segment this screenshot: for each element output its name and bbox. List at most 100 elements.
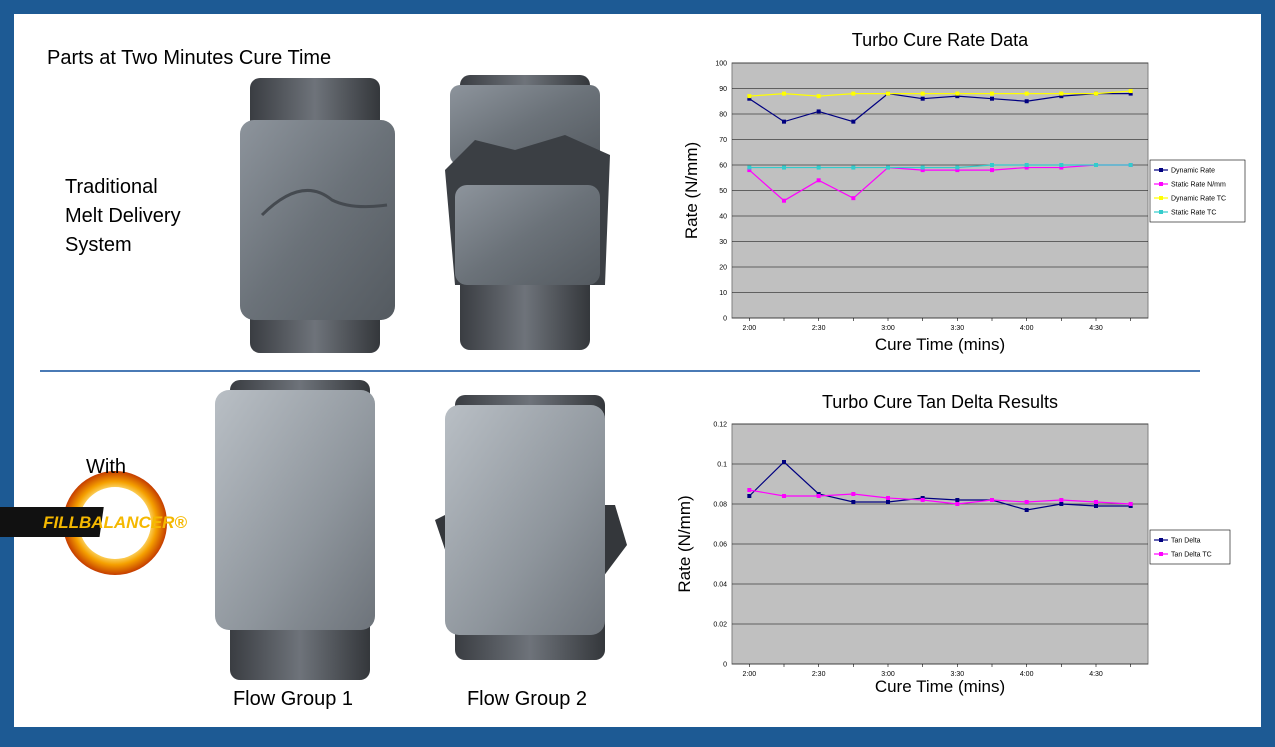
- logo-text: FILLBALANCER®: [43, 513, 187, 532]
- heading: Parts at Two Minutes Cure Time: [47, 47, 331, 69]
- chart-title: Turbo Cure Tan Delta Results: [822, 392, 1058, 412]
- y-axis-label: Rate (N/mm): [675, 495, 694, 592]
- legend-label: Tan Delta TC: [1171, 552, 1212, 559]
- x-tick-label: 2:00: [743, 325, 757, 332]
- point: [1025, 163, 1029, 167]
- label: System: [65, 234, 132, 256]
- point: [990, 168, 994, 172]
- point: [955, 498, 959, 502]
- point: [851, 196, 855, 200]
- point: [851, 500, 855, 504]
- point: [990, 498, 994, 502]
- photo: [240, 78, 395, 353]
- point: [1059, 163, 1063, 167]
- legend-marker: [1159, 168, 1163, 172]
- point: [921, 498, 925, 502]
- point: [817, 494, 821, 498]
- point: [747, 166, 751, 170]
- y-tick-label: 70: [719, 137, 727, 144]
- legend-marker: [1159, 210, 1163, 214]
- legend-box: [1150, 530, 1230, 564]
- legend-label: Dynamic Rate: [1171, 168, 1215, 175]
- point: [886, 496, 890, 500]
- legend-label: Dynamic Rate TC: [1171, 196, 1226, 203]
- y-tick-label: 10: [719, 290, 727, 297]
- photo: [435, 395, 627, 660]
- point: [747, 494, 751, 498]
- x-axis-label: Cure Time (mins): [875, 677, 1005, 696]
- page: { "heading": "Parts at Two Minutes Cure …: [0, 0, 1275, 742]
- point: [1094, 163, 1098, 167]
- point: [1025, 92, 1029, 96]
- y-tick-label: 0.08: [713, 502, 727, 509]
- y-tick-label: 0.1: [717, 462, 727, 469]
- point: [782, 92, 786, 96]
- y-tick-label: 0.02: [713, 622, 727, 629]
- x-axis-label: Cure Time (mins): [875, 335, 1005, 354]
- point: [851, 492, 855, 496]
- x-tick-label: 2:00: [743, 671, 757, 678]
- point: [1059, 502, 1063, 506]
- slide: FILLBALANCER® Parts at Two Minutes Cure …: [0, 0, 1275, 742]
- point: [886, 92, 890, 96]
- x-tick-label: 3:00: [881, 325, 895, 332]
- y-tick-label: 0.06: [713, 542, 727, 549]
- point: [886, 500, 890, 504]
- y-tick-label: 90: [719, 86, 727, 93]
- point: [1025, 508, 1029, 512]
- x-tick-label: 4:30: [1089, 671, 1103, 678]
- x-tick-label: 4:30: [1089, 325, 1103, 332]
- point: [921, 97, 925, 101]
- label: With: [86, 456, 126, 478]
- caption: Flow Group 1: [233, 688, 353, 710]
- chart-title: Turbo Cure Rate Data: [852, 30, 1029, 50]
- y-tick-label: 100: [715, 61, 727, 68]
- caption: Flow Group 2: [467, 688, 587, 710]
- point: [1094, 500, 1098, 504]
- x-tick-label: 3:30: [951, 325, 965, 332]
- legend-marker: [1159, 196, 1163, 200]
- point: [1059, 498, 1063, 502]
- y-tick-label: 50: [719, 188, 727, 195]
- y-tick-label: 40: [719, 214, 727, 221]
- point: [1129, 89, 1133, 93]
- point: [782, 460, 786, 464]
- point: [851, 120, 855, 124]
- y-tick-label: 0: [723, 316, 727, 323]
- point: [955, 502, 959, 506]
- legend: Dynamic Rate Static Rate N/mm Dynamic Rate…: [1150, 160, 1245, 222]
- point: [1059, 92, 1063, 96]
- legend: Tan DeltaTan Delta TC: [1150, 530, 1230, 564]
- point: [817, 166, 821, 170]
- y-tick-label: 20: [719, 265, 727, 272]
- point: [1025, 500, 1029, 504]
- x-tick-label: 2:30: [812, 671, 826, 678]
- point: [886, 166, 890, 170]
- point: [990, 97, 994, 101]
- point: [955, 92, 959, 96]
- point: [851, 92, 855, 96]
- point: [782, 120, 786, 124]
- legend-label: Static Rate TC: [1171, 210, 1216, 217]
- point: [782, 494, 786, 498]
- photo: [445, 75, 610, 350]
- point: [817, 94, 821, 98]
- point: [817, 109, 821, 113]
- legend-marker: [1159, 552, 1163, 556]
- legend-label: Static Rate N/mm: [1171, 182, 1226, 189]
- legend-marker: [1159, 182, 1163, 186]
- label: Traditional: [65, 176, 158, 198]
- point: [747, 488, 751, 492]
- x-tick-label: 4:00: [1020, 325, 1034, 332]
- label: Melt Delivery: [65, 205, 181, 227]
- y-tick-label: 0.12: [713, 422, 727, 429]
- point: [817, 178, 821, 182]
- point: [1094, 92, 1098, 96]
- y-tick-label: 80: [719, 112, 727, 119]
- x-tick-label: 4:00: [1020, 671, 1034, 678]
- x-tick-label: 2:30: [812, 325, 826, 332]
- point: [955, 166, 959, 170]
- y-tick-label: 0: [723, 662, 727, 669]
- point: [921, 166, 925, 170]
- y-tick-label: 60: [719, 163, 727, 170]
